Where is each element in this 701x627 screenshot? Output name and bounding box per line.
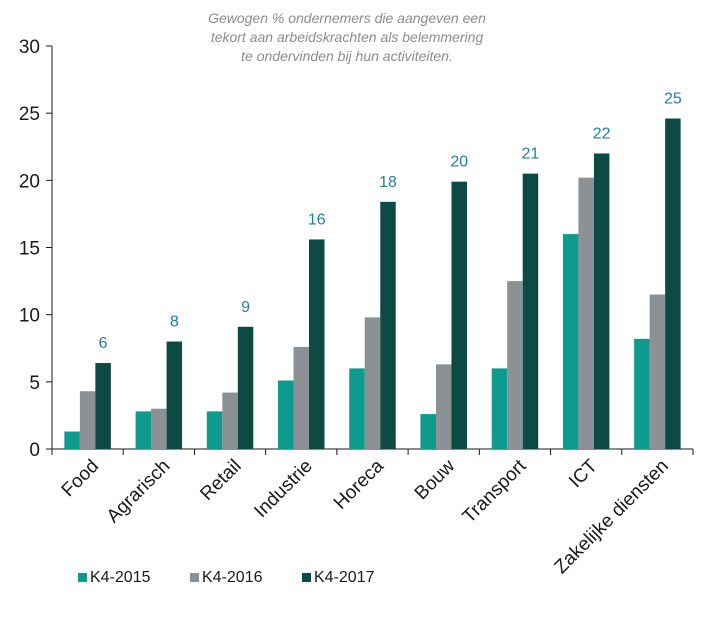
data-label: 9 [241,299,250,316]
bar-k4-2017 [593,153,610,449]
data-label: 6 [99,335,108,352]
data-label: 21 [522,146,540,163]
legend-swatch [78,573,87,582]
x-tick-label: Bouw [411,455,460,504]
bar-k4-2015 [349,368,365,449]
bar-k4-2016 [364,317,381,449]
x-tick-label: Retail [196,456,245,505]
bar-k4-2017 [95,363,111,449]
legend-label: K4-2015 [90,569,151,586]
y-tick-label: 20 [19,171,40,192]
legend-label: K4-2016 [202,569,263,586]
bar-k4-2015 [420,414,436,449]
legend-swatch [190,573,199,582]
bar-k4-2017 [451,181,467,449]
bar-k4-2016 [79,391,96,449]
x-tick-label: Agrarisch [103,456,175,528]
x-tick-label: Transport [459,455,531,527]
legend: K4-2015 K4-2016 K4-2017 [78,569,375,586]
data-label: 22 [593,125,611,142]
bar-k4-2015 [491,368,508,449]
bar-k4-2017 [522,173,539,449]
bar-k4-2017 [166,341,183,449]
bar-k4-2015 [135,411,152,449]
y-tick-label: 10 [19,306,40,327]
x-tick-label: Horeca [330,455,388,513]
data-label: 16 [308,211,326,228]
bar-k4-2016 [222,392,238,449]
bar-k4-2017 [237,326,254,449]
legend-swatch [302,573,311,582]
x-tick-label: Industrie [250,456,316,522]
bar-k4-2015 [64,431,80,449]
chart-title: Gewogen % ondernemers die aangeven een t… [208,10,486,64]
y-tick-label: 30 [19,37,40,58]
data-label: 25 [664,91,682,108]
y-tick-label: 25 [19,104,40,125]
data-label: 8 [170,314,179,331]
x-tick-label: Food [58,456,103,501]
bar-k4-2017 [380,201,396,449]
bar-k4-2016 [151,408,167,449]
chart-title-line: tekort aan arbeidskrachten als belemmeri… [211,29,484,45]
data-labels: 6 8 9 16 18 20 21 22 25 [99,91,682,352]
chart-title-line: te ondervinden bij hun activiteiten. [241,48,453,64]
bar-k4-2015 [562,234,579,449]
y-tick-label: 5 [29,373,40,394]
bar-k4-2016 [507,281,523,449]
bar-k4-2016 [649,294,666,449]
bar-k4-2017 [665,118,681,449]
bar-k4-2015 [206,411,223,449]
bar-k4-2017 [309,239,325,449]
y-tick-label: 15 [19,239,40,260]
bar-k4-2016 [293,346,310,449]
bar-k4-2016 [435,364,452,449]
x-tick-label: ICT [565,455,602,492]
bar-k4-2016 [578,177,594,449]
bar-k4-2015 [634,338,650,449]
data-label: 18 [379,174,397,191]
legend-label: K4-2017 [314,569,375,586]
bars [64,118,681,449]
chart-title-line: Gewogen % ondernemers die aangeven een [208,10,486,26]
bar-k4-2015 [278,380,294,449]
y-tick-label: 0 [29,440,40,461]
data-label: 20 [450,154,468,171]
